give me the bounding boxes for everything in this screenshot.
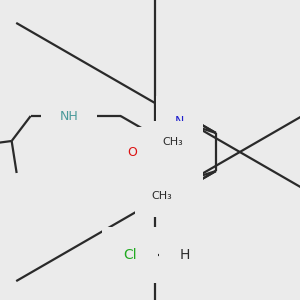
Text: O: O [128,146,137,158]
Text: N: N [175,176,184,189]
Text: CH₃: CH₃ [163,137,183,147]
Text: H: H [180,248,190,262]
Text: N: N [175,115,184,128]
Text: Cl: Cl [123,248,137,262]
Text: NH: NH [59,110,78,122]
Text: CH₃: CH₃ [152,191,172,201]
